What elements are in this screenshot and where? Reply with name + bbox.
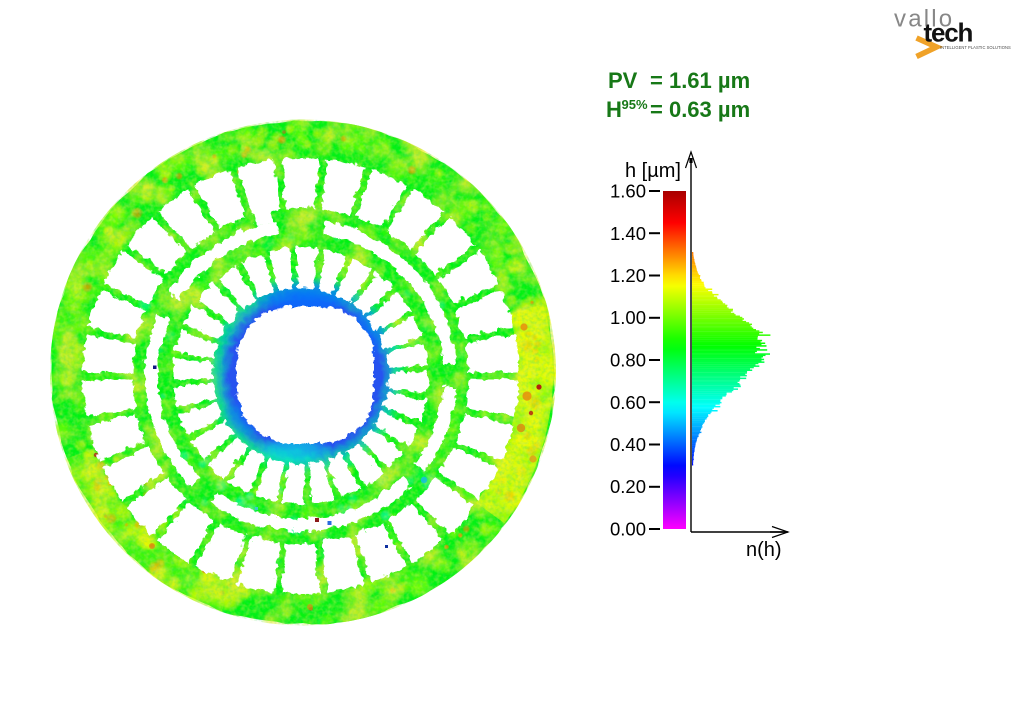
svg-text:1.00: 1.00 — [610, 307, 646, 328]
svg-text:1.40: 1.40 — [610, 223, 646, 244]
svg-text:0.00: 0.00 — [610, 519, 646, 540]
svg-text:1.60: 1.60 — [610, 181, 646, 202]
svg-text:0.60: 0.60 — [610, 392, 646, 413]
svg-text:95%: 95% — [622, 97, 648, 112]
svg-text:= 1.61 µm: = 1.61 µm — [650, 68, 750, 93]
svg-text:n(h): n(h) — [746, 539, 782, 561]
svg-text:INTELLIGENT PLASTIC SOLUTIONS: INTELLIGENT PLASTIC SOLUTIONS — [940, 45, 1011, 50]
svg-text:0.40: 0.40 — [610, 434, 646, 455]
svg-text:H: H — [606, 97, 622, 122]
svg-text:tech: tech — [924, 18, 973, 48]
svg-text:h [µm]: h [µm] — [625, 160, 681, 182]
svg-text:PV: PV — [608, 68, 638, 93]
svg-text:0.20: 0.20 — [610, 476, 646, 497]
svg-text:= 0.63 µm: = 0.63 µm — [650, 97, 750, 122]
svg-text:1.20: 1.20 — [610, 265, 646, 286]
svg-text:0.80: 0.80 — [610, 350, 646, 371]
svg-text:vallo: vallo — [894, 6, 954, 33]
